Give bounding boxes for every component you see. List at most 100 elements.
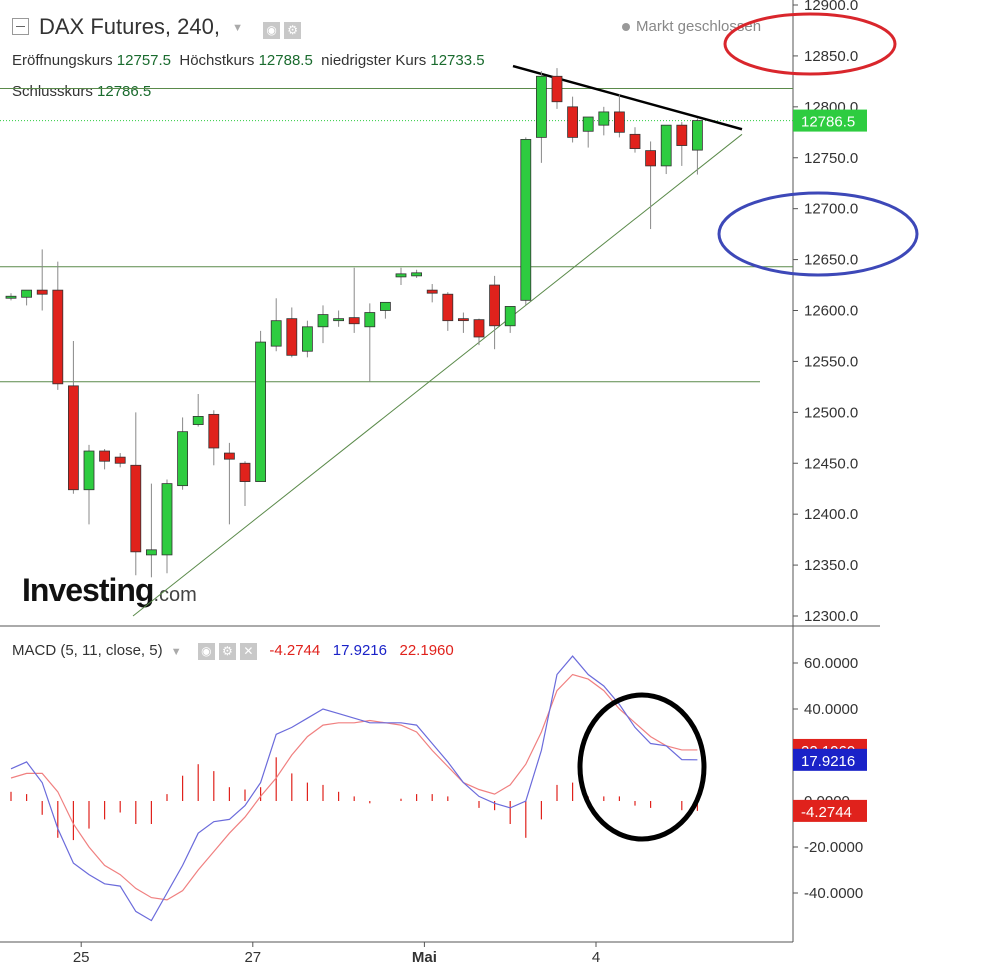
market-status: Markt geschlossen (622, 18, 761, 35)
high-label: Höchstkurs (179, 52, 255, 69)
candle-body[interactable] (692, 120, 703, 151)
settings-icon[interactable]: ⚙ (284, 22, 302, 39)
candle-body[interactable] (442, 293, 454, 322)
candle-body[interactable] (473, 319, 485, 338)
visibility-icon[interactable]: ◉ (263, 22, 281, 39)
time-tick-label: Mai (412, 949, 437, 966)
investing-logo: Investing.com (22, 572, 197, 609)
collapse-icon[interactable] (12, 17, 29, 35)
price-tick-label: 12700.0 (804, 201, 858, 218)
last-price-badge (793, 109, 867, 132)
candle-body[interactable] (348, 317, 360, 325)
candle-body[interactable] (68, 385, 79, 491)
candle-body[interactable] (536, 75, 547, 138)
low-label: niedrigster Kurs (321, 52, 427, 69)
status-dot-icon (622, 23, 630, 32)
price-tick-label: 12750.0 (804, 150, 858, 167)
candle-body[interactable] (239, 462, 251, 482)
candle-body[interactable] (645, 150, 656, 167)
candle-body[interactable] (145, 549, 157, 556)
candle-body[interactable] (177, 431, 189, 487)
candle-body[interactable] (52, 289, 64, 385)
macd-tick-label: 40.0000 (804, 701, 858, 718)
macd-hist-value: -4.2744 (269, 642, 321, 659)
candle-body[interactable] (255, 341, 267, 482)
candle-body[interactable] (426, 289, 438, 294)
price-tick-label: 12550.0 (804, 353, 858, 370)
time-tick-label: 4 (592, 949, 600, 966)
macd-value: 17.9216 (332, 642, 387, 659)
macd-tick-label: -40.0000 (804, 885, 863, 902)
close-row: Schlusskurs 12786.5 (12, 83, 151, 100)
macd-tick-label: 60.0000 (804, 655, 858, 672)
macd-tick-label: -20.0000 (804, 839, 863, 856)
high-value: 12788.5 (258, 52, 313, 69)
price-tick-label: 12400.0 (804, 506, 858, 523)
candle-body[interactable] (192, 416, 204, 425)
candle-body[interactable] (36, 289, 48, 295)
price-tick-label: 12850.0 (804, 48, 858, 65)
candle-body[interactable] (286, 318, 298, 356)
macd-header: MACD (5, 11, close, 5) ▼ ◉ ⚙ ✕ -4.2744 17.… (12, 642, 454, 660)
logo-suffix: .com (153, 584, 197, 606)
macd-title[interactable]: MACD (5, 11, close, 5) (12, 642, 163, 659)
candle-body[interactable] (676, 124, 688, 146)
price-tick-label: 12450.0 (804, 455, 858, 472)
candle-body[interactable] (614, 111, 625, 133)
symbol-title[interactable]: DAX Futures, 240, (39, 14, 220, 39)
price-tick-label: 12350.0 (804, 557, 858, 574)
blue-annotation-ellipse (717, 191, 919, 277)
candle-body[interactable] (5, 295, 17, 299)
ascending-trendline[interactable] (132, 133, 743, 617)
candle-body[interactable] (130, 464, 142, 553)
time-tick-label: 27 (244, 949, 261, 966)
candle-body[interactable] (567, 106, 578, 138)
ohlc-row: Eröffnungskurs 12757.5 Höchstkurs 12788.… (12, 52, 485, 69)
candle-body[interactable] (208, 413, 220, 449)
time-tick-label: 25 (73, 949, 90, 966)
candle-body[interactable] (114, 456, 126, 464)
candle-body[interactable] (395, 273, 407, 278)
candle-body[interactable] (333, 318, 345, 322)
price-tick-label: 12900.0 (804, 0, 858, 14)
candle-body[interactable] (364, 312, 376, 328)
price-tick-label: 12650.0 (804, 252, 858, 269)
macd-value-badge (793, 748, 867, 771)
macd-line[interactable] (10, 655, 698, 922)
open-label: Eröffnungskurs (12, 52, 113, 69)
close-value: 12786.5 (97, 83, 152, 100)
candle-body[interactable] (161, 483, 173, 556)
candle-body[interactable] (582, 116, 594, 132)
candle-body[interactable] (270, 320, 282, 347)
price-tick-label: 12500.0 (804, 404, 858, 421)
macd-visibility-icon[interactable]: ◉ (197, 643, 215, 660)
close-label: Schlusskurs (12, 83, 93, 100)
candle-body[interactable] (551, 75, 563, 103)
macd-dropdown-icon[interactable]: ▼ (170, 646, 182, 658)
candle-body[interactable] (21, 289, 33, 298)
dropdown-icon[interactable]: ▼ (232, 22, 243, 35)
candle-body[interactable] (629, 133, 641, 149)
candle-body[interactable] (489, 284, 501, 327)
candle-body[interactable] (223, 452, 235, 460)
candle-body[interactable] (99, 450, 110, 462)
candle-body[interactable] (457, 318, 469, 322)
candle-body[interactable] (660, 124, 672, 167)
open-value: 12757.5 (116, 52, 172, 69)
macd-value-badge-label: 17.9216 (801, 753, 855, 770)
candle-body[interactable] (379, 301, 391, 311)
signal-value: 22.1960 (399, 642, 454, 659)
candle-body[interactable] (598, 111, 610, 126)
macd-settings-icon[interactable]: ⚙ (218, 643, 236, 660)
candle-body[interactable] (411, 272, 423, 277)
descending-trendline[interactable] (512, 64, 743, 131)
candle-body[interactable] (504, 306, 516, 327)
candle-body[interactable] (520, 139, 532, 301)
candle-body[interactable] (317, 314, 329, 328)
candle-body[interactable] (301, 326, 313, 352)
macd-close-icon[interactable]: ✕ (239, 643, 257, 660)
price-tick-label: 12300.0 (804, 608, 858, 625)
candle-body[interactable] (83, 450, 95, 491)
signal-line[interactable] (10, 673, 698, 901)
